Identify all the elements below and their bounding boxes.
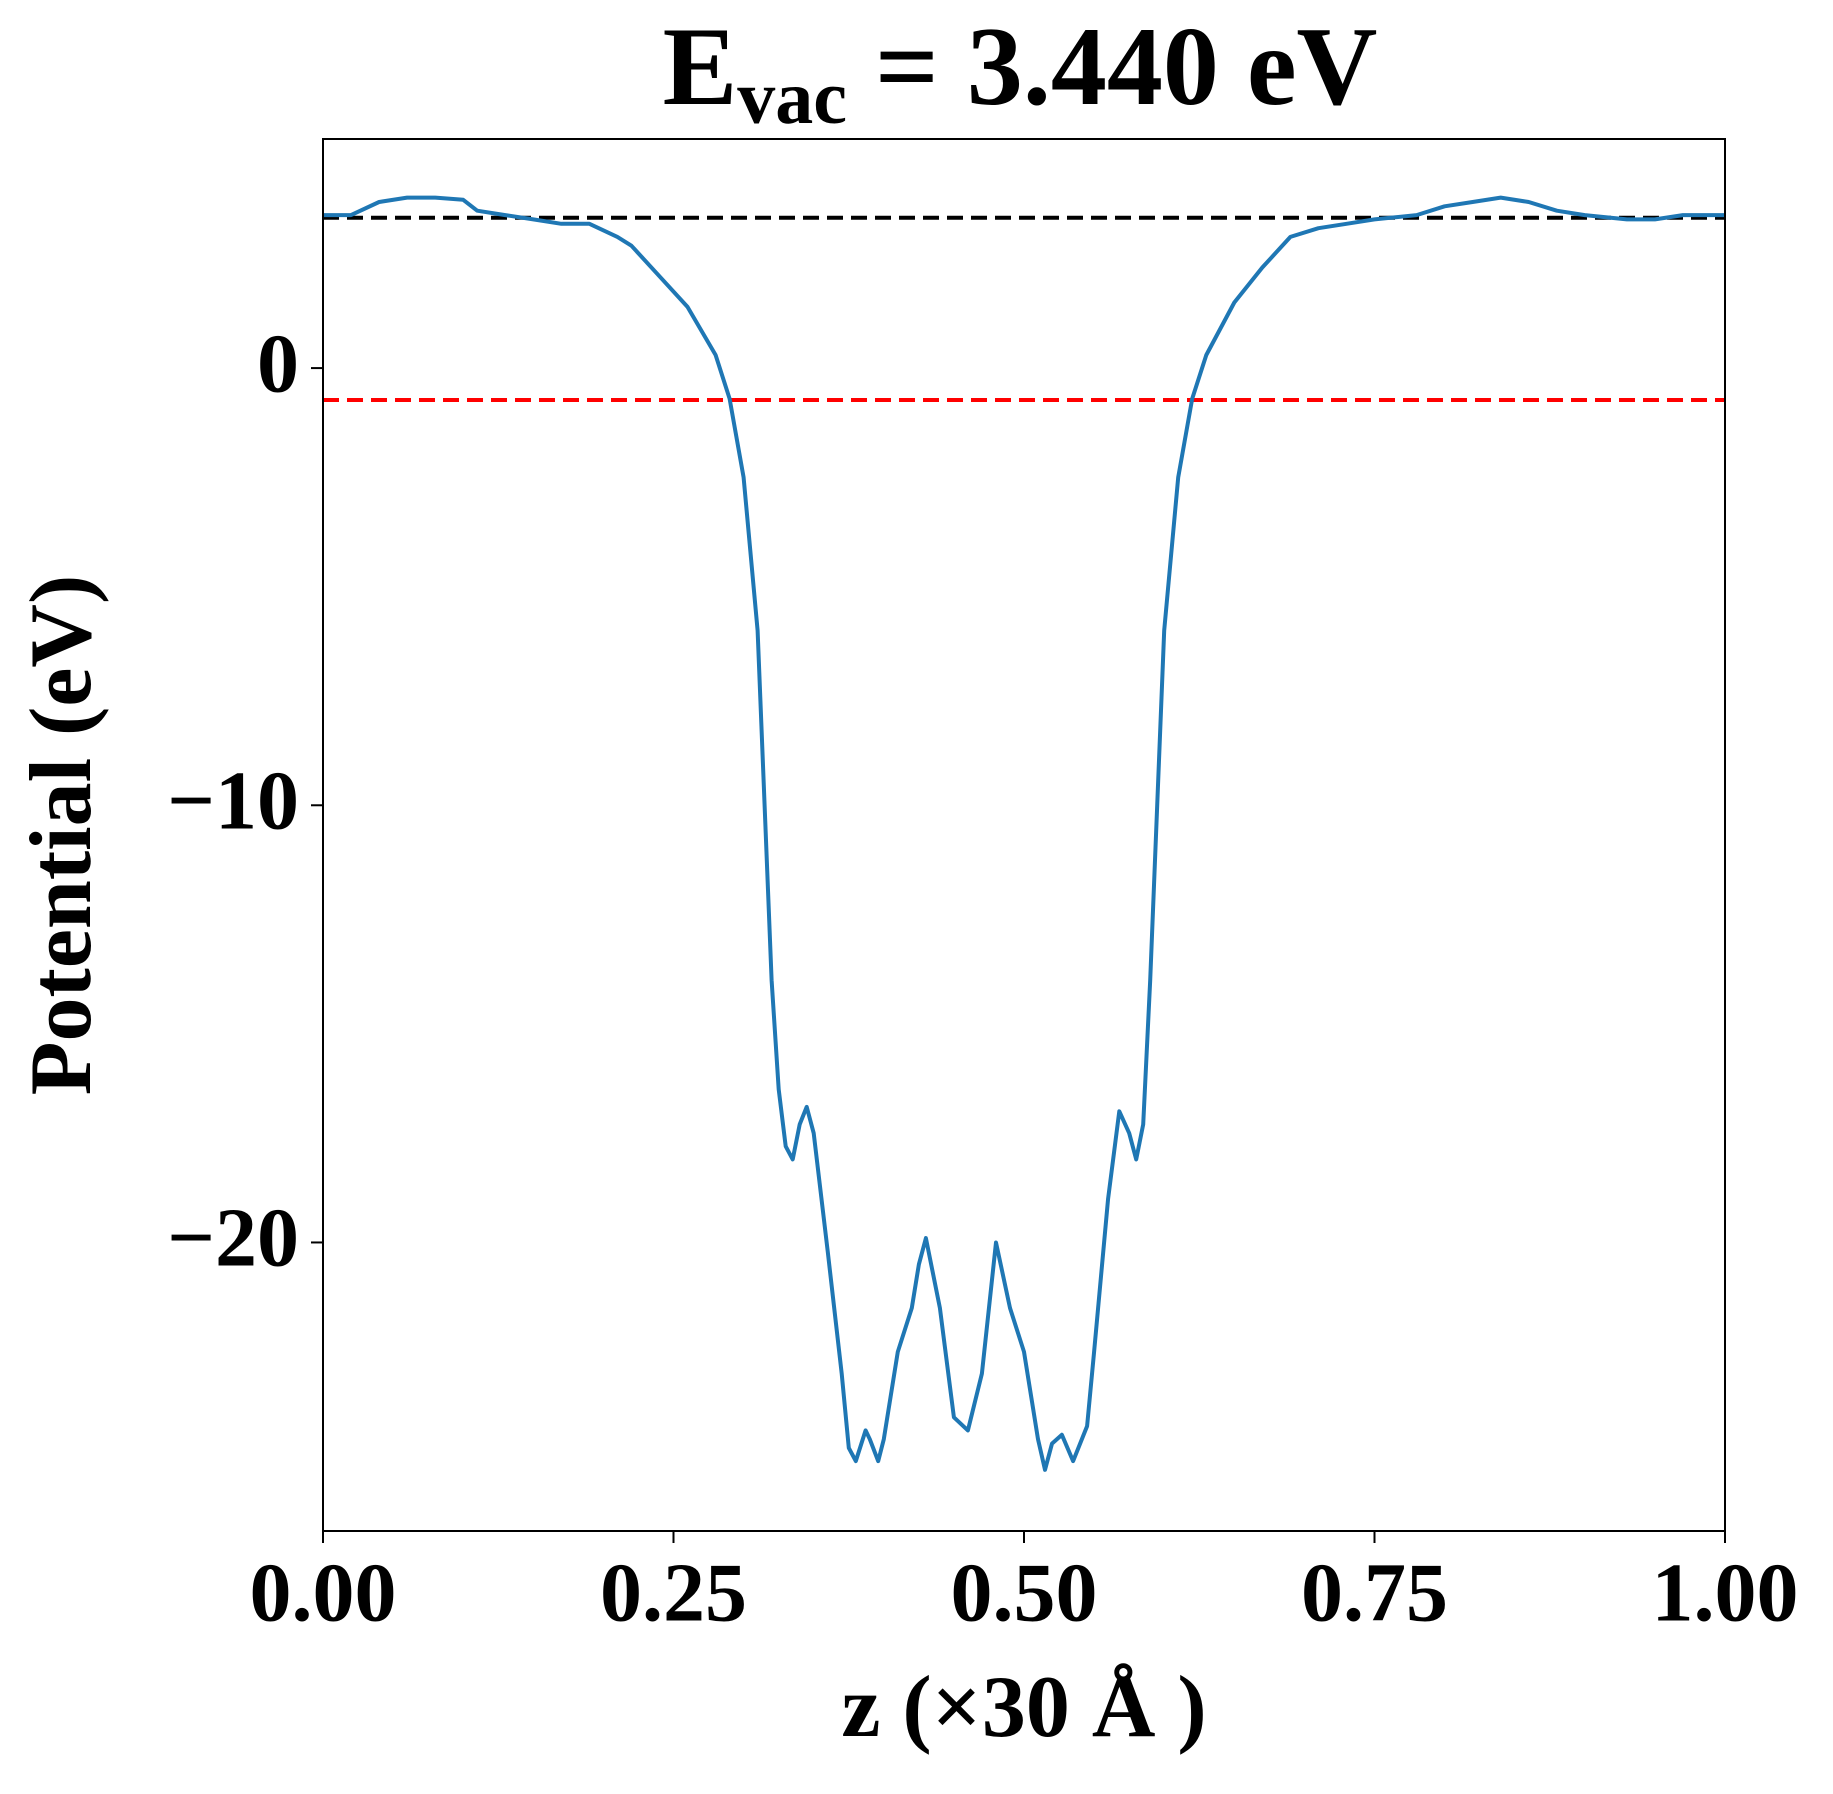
y-axis-label: Potential (eV)	[13, 575, 110, 1095]
x-tick-label: 0.00	[250, 1546, 397, 1639]
y-tick-label: −20	[167, 1192, 299, 1285]
title-sub: vac	[737, 56, 847, 140]
x-tick-label: 0.75	[1301, 1546, 1448, 1639]
x-tick-label: 0.50	[951, 1546, 1098, 1639]
x-tick-label: 0.25	[600, 1546, 747, 1639]
chart-title: Evac = 3.440 eV	[663, 5, 1378, 141]
x-tick-label: 1.00	[1652, 1546, 1799, 1639]
title-rest: = 3.440 eV	[847, 5, 1377, 129]
plot-frame	[322, 138, 1726, 1532]
y-tick-label: −10	[167, 755, 299, 848]
x-axis-label: z (×30 Å )	[841, 1659, 1206, 1756]
data-line	[323, 195, 1725, 1472]
y-tick-label: 0	[257, 317, 299, 410]
title-main: E	[663, 5, 738, 129]
